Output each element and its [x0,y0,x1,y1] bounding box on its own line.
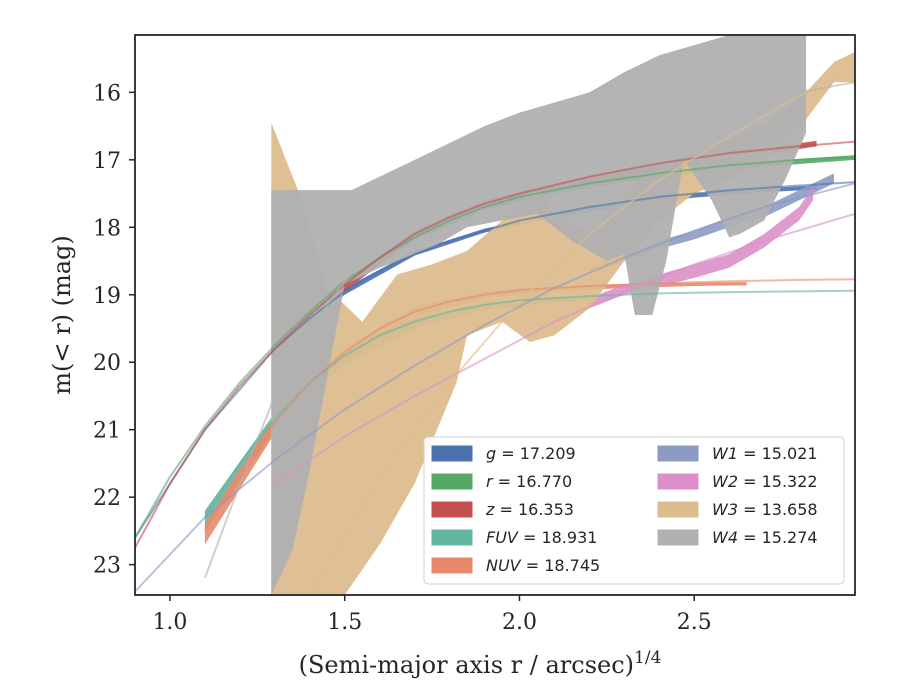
fit-curves [135,64,855,595]
legend-label-w4: W4 = 15.274 [712,528,818,547]
x-tick-label: 2.5 [677,610,712,635]
legend-label-fuv: FUV = 18.931 [486,528,597,547]
fit-line-w3 [308,64,855,595]
legend-swatch-w4 [657,529,699,546]
fit-line-nuv [204,278,855,532]
y-axis-title: m(< r) (mag) [48,235,76,394]
legend-swatch-w1 [657,445,699,462]
y-tick-label: 18 [93,216,121,241]
legend-swatch-w3 [657,501,699,518]
legend-label-w3: W3 = 13.658 [712,500,818,519]
y-tick-label: 22 [93,486,121,511]
legend-label-r: r = 16.770 [486,472,572,491]
fit-line-w4 [203,81,855,579]
fit-line-g [135,181,855,539]
legend-swatch-g [431,445,473,462]
y-tick-label: 19 [93,284,121,309]
legend-label-nuv: NUV = 18.745 [486,556,600,575]
legend-swatch-z [431,501,473,518]
legend-swatch-w2 [657,473,699,490]
legend-label-z: z = 16.353 [485,500,574,519]
band-w4 [271,35,807,595]
legend-label-w2: W2 = 15.322 [712,472,818,491]
x-axis-title: (Semi-major axis r / arcsec)1/4 [299,648,662,679]
fit-line-w1 [135,182,855,593]
y-tick-label: 23 [93,554,121,579]
x-tick-label: 1.0 [152,610,187,635]
legend-label-w1: W1 = 15.021 [712,444,818,463]
y-tick-label: 16 [93,81,121,106]
legend-swatch-nuv [431,557,473,574]
legend-swatch-r [431,473,473,490]
fit-line-fuv [204,289,855,518]
fit-line-r [135,156,855,539]
x-tick-label: 1.5 [327,610,362,635]
plot-frame [134,34,856,596]
x-axis-ticks: 1.0 1.5 2.0 2.5 [152,595,712,635]
y-tick-label: 17 [93,149,121,174]
legend-label-g: g = 17.209 [486,444,576,463]
legend: g = 17.209 r = 16.770 z = 16.353 FUV = 18.9… [423,436,845,585]
y-tick-label: 21 [93,419,121,444]
legend-box [423,436,845,585]
y-tick-label: 20 [93,351,121,376]
fit-line-z [135,140,855,549]
legend-swatch-fuv [431,529,473,546]
fit-line-w2 [274,212,855,485]
x-tick-label: 2.0 [502,610,537,635]
y-axis-ticks: 16 17 18 19 20 21 22 23 [93,81,135,579]
